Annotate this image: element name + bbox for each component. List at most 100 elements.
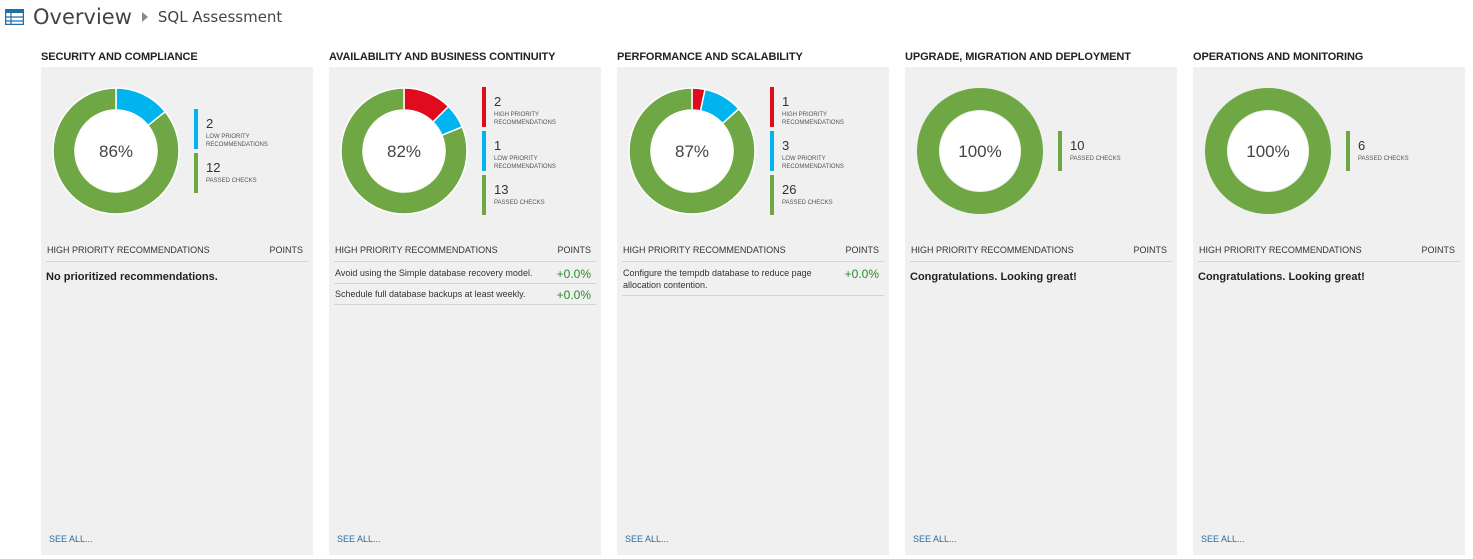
legend-label: HIGH PRIORITY RECOMMENDATIONS: [494, 112, 556, 126]
assessment-tile[interactable]: 100% 6 PASSED CHECKS HIGH PRIORITY RECOMMEN…: [1193, 67, 1465, 555]
page-header: Overview SQL Assessment: [4, 3, 282, 31]
legend-label: LOW PRIORITY RECOMMENDATIONS: [206, 134, 268, 148]
donut-segment-passed[interactable]: [1204, 88, 1331, 214]
legend-label: HIGH PRIORITY RECOMMENDATIONS: [782, 112, 844, 126]
donut-hole: [652, 111, 732, 191]
recommendation-text[interactable]: Configure the tempdb database to reduce …: [623, 268, 812, 290]
legend-item-passed[interactable]: 6 PASSED CHECKS: [1346, 131, 1461, 171]
donut-hole: [940, 111, 1020, 191]
page-title[interactable]: Overview: [33, 5, 132, 29]
status-message: Congratulations. Looking great!: [1198, 271, 1365, 283]
donut-legend: 10 PASSED CHECKS: [1058, 131, 1173, 175]
recommendation-row[interactable]: Avoid using the Simple database recovery…: [334, 263, 596, 284]
points-column-header: POINTS: [269, 245, 303, 255]
recommendations-header: HIGH PRIORITY RECOMMENDATIONS POINTS: [46, 245, 308, 262]
recommendations-column-header: HIGH PRIORITY RECOMMENDATIONS: [1199, 245, 1362, 255]
donut-chart[interactable]: 82%: [340, 87, 468, 215]
donut-chart[interactable]: 100%: [916, 87, 1044, 215]
donut-percent-label: 87%: [675, 142, 709, 161]
donut-legend: 2 HIGH PRIORITY RECOMMENDATIONS 1 LOW PRIOR…: [482, 87, 597, 219]
legend-count: 6: [1358, 138, 1366, 153]
legend-count: 3: [782, 138, 790, 153]
recommendations-column-header: HIGH PRIORITY RECOMMENDATIONS: [623, 245, 786, 255]
donut-hole: [76, 111, 156, 191]
see-all-link[interactable]: SEE ALL...: [49, 534, 93, 544]
donut-segment-passed[interactable]: [52, 87, 180, 215]
recommendation-points: +0.0%: [844, 267, 879, 281]
legend-count: 1: [494, 138, 502, 153]
tile-column: OPERATIONS AND MONITORING 100% 6 PASSED CHE…: [1193, 48, 1465, 559]
legend-color-bar: [482, 131, 486, 171]
donut-segment-passed[interactable]: [340, 87, 468, 215]
legend-item-low[interactable]: 1 LOW PRIORITY RECOMMENDATIONS: [482, 131, 597, 171]
tile-column: PERFORMANCE AND SCALABILITY 87% 1 HIGH PRIO…: [617, 48, 889, 559]
recommendations-header: HIGH PRIORITY RECOMMENDATIONS POINTS: [1198, 245, 1460, 262]
legend-color-bar: [194, 109, 198, 149]
see-all-link[interactable]: SEE ALL...: [625, 534, 669, 544]
legend-count: 1: [782, 94, 790, 109]
recommendation-points: +0.0%: [556, 288, 591, 302]
legend-label: PASSED CHECKS: [1070, 156, 1121, 162]
donut-legend: 1 HIGH PRIORITY RECOMMENDATIONS 3 LOW PRIOR…: [770, 87, 885, 219]
table-icon: [4, 8, 25, 26]
legend-item-passed[interactable]: 10 PASSED CHECKS: [1058, 131, 1173, 171]
recommendation-text[interactable]: Schedule full database backups at least …: [335, 289, 526, 299]
donut-hole: [364, 111, 444, 191]
legend-count: 2: [206, 116, 214, 131]
assessment-tile[interactable]: 82% 2 HIGH PRIORITY RECOMMENDATIONS 1 LOW PR…: [329, 67, 601, 555]
donut-segment-passed[interactable]: [628, 87, 756, 215]
donut-percent-label: 86%: [99, 142, 133, 161]
tile-column: SECURITY AND COMPLIANCE 86% 2 LOW PRIORITY …: [41, 48, 313, 559]
legend-item-passed[interactable]: 13 PASSED CHECKS: [482, 175, 597, 215]
status-message: Congratulations. Looking great!: [910, 271, 1077, 283]
legend-color-bar: [1058, 131, 1062, 171]
legend-label: PASSED CHECKS: [782, 200, 833, 206]
recommendations-header: HIGH PRIORITY RECOMMENDATIONS POINTS: [334, 245, 596, 262]
see-all-link[interactable]: SEE ALL...: [1201, 534, 1245, 544]
legend-count: 10: [1070, 138, 1085, 153]
legend-item-low[interactable]: 2 LOW PRIORITY RECOMMENDATIONS: [194, 109, 309, 149]
legend-item-passed[interactable]: 12 PASSED CHECKS: [194, 153, 309, 193]
recommendation-text[interactable]: Avoid using the Simple database recovery…: [335, 268, 533, 278]
legend-color-bar: [770, 87, 774, 127]
legend-label: LOW PRIORITY RECOMMENDATIONS: [494, 156, 556, 170]
donut-chart[interactable]: 87%: [628, 87, 756, 215]
legend-item-high[interactable]: 2 HIGH PRIORITY RECOMMENDATIONS: [482, 87, 597, 127]
donut-chart[interactable]: 86%: [52, 87, 180, 215]
assessment-tile[interactable]: 100% 10 PASSED CHECKS HIGH PRIORITY RECOMME…: [905, 67, 1177, 555]
points-column-header: POINTS: [845, 245, 879, 255]
donut-chart[interactable]: 100%: [1204, 87, 1332, 215]
legend-color-bar: [770, 131, 774, 171]
legend-item-passed[interactable]: 26 PASSED CHECKS: [770, 175, 885, 215]
donut-legend: 6 PASSED CHECKS: [1346, 131, 1461, 175]
recommendations-column-header: HIGH PRIORITY RECOMMENDATIONS: [335, 245, 498, 255]
donut-percent-label: 100%: [958, 142, 1001, 161]
recommendations-column-header: HIGH PRIORITY RECOMMENDATIONS: [47, 245, 210, 255]
assessment-tile[interactable]: 87% 1 HIGH PRIORITY RECOMMENDATIONS 3 LOW PR…: [617, 67, 889, 555]
legend-count: 13: [494, 182, 509, 197]
status-message: No prioritized recommendations.: [46, 271, 218, 283]
legend-count: 12: [206, 160, 221, 175]
tile-heading: AVAILABILITY AND BUSINESS CONTINUITY: [329, 51, 556, 63]
legend-color-bar: [1346, 131, 1350, 171]
legend-label: PASSED CHECKS: [494, 200, 545, 206]
tile-heading: OPERATIONS AND MONITORING: [1193, 51, 1364, 63]
legend-count: 26: [782, 182, 797, 197]
donut-segment-passed[interactable]: [916, 88, 1043, 214]
legend-item-high[interactable]: 1 HIGH PRIORITY RECOMMENDATIONS: [770, 87, 885, 127]
recommendation-points: +0.0%: [556, 267, 591, 281]
recommendation-row[interactable]: Schedule full database backups at least …: [334, 284, 596, 305]
recommendations-header: HIGH PRIORITY RECOMMENDATIONS POINTS: [910, 245, 1172, 262]
recommendation-row[interactable]: Configure the tempdb database to reduce …: [622, 263, 884, 296]
breadcrumb-separator-icon: [141, 12, 148, 22]
recommendations-column-header: HIGH PRIORITY RECOMMENDATIONS: [911, 245, 1074, 255]
legend-label: LOW PRIORITY RECOMMENDATIONS: [782, 156, 844, 170]
legend-label: PASSED CHECKS: [1358, 156, 1409, 162]
recommendations-list: Avoid using the Simple database recovery…: [334, 263, 596, 305]
assessment-tile[interactable]: 86% 2 LOW PRIORITY RECOMMENDATIONS 12 PASSED…: [41, 67, 313, 555]
see-all-link[interactable]: SEE ALL...: [913, 534, 957, 544]
see-all-link[interactable]: SEE ALL...: [337, 534, 381, 544]
legend-item-low[interactable]: 3 LOW PRIORITY RECOMMENDATIONS: [770, 131, 885, 171]
legend-label: PASSED CHECKS: [206, 178, 257, 184]
donut-percent-label: 82%: [387, 142, 421, 161]
